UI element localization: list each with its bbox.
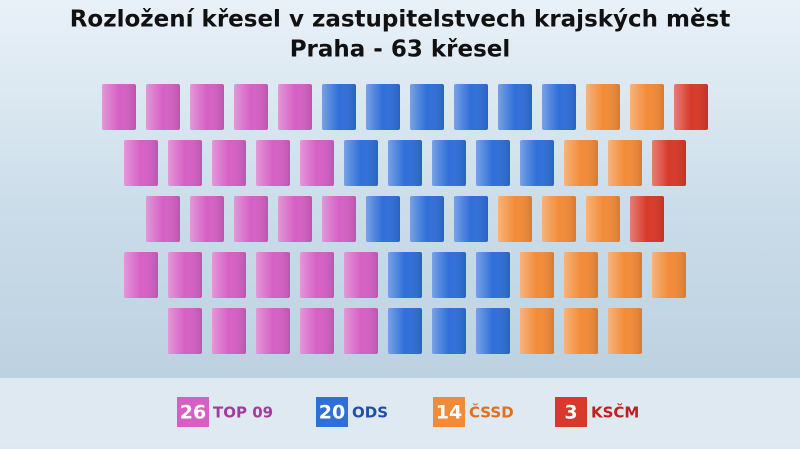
seat-shine [608, 140, 642, 186]
seat-shine [256, 308, 290, 354]
legend-swatch [433, 397, 465, 427]
legend-label: ODS [352, 404, 388, 422]
legend-swatch [316, 397, 348, 427]
seat-shine [278, 84, 312, 130]
seat-shine [586, 84, 620, 130]
seat-shine [256, 252, 290, 298]
seat-shine [300, 140, 334, 186]
seat-shine [256, 140, 290, 186]
seat-shine [366, 84, 400, 130]
seat-shine [542, 84, 576, 130]
seat-shine [586, 196, 620, 242]
seat-shine [432, 252, 466, 298]
seat-shine [322, 84, 356, 130]
seat-shine [454, 84, 488, 130]
seat-shine [608, 308, 642, 354]
seat-shine [212, 140, 246, 186]
seat-shine [410, 84, 444, 130]
seat-shine [674, 84, 708, 130]
seat-shine [300, 308, 334, 354]
seat-shine [564, 140, 598, 186]
seat-shine [344, 308, 378, 354]
seat-shine [300, 252, 334, 298]
seat-shine [322, 196, 356, 242]
legend-count: 26 [180, 402, 206, 424]
seat-shine [124, 252, 158, 298]
seat-shine [410, 196, 444, 242]
legend-label: TOP 09 [213, 404, 273, 422]
chart-subtitle: Praha - 63 křesel [290, 37, 511, 63]
seat-shine [432, 308, 466, 354]
seat-shine [124, 140, 158, 186]
legend-count: 3 [564, 402, 577, 424]
seat-shine [454, 196, 488, 242]
legend-count: 14 [436, 402, 462, 424]
seat-shine [520, 252, 554, 298]
seat-shine [190, 84, 224, 130]
seat-shine [564, 308, 598, 354]
seat-shine [630, 196, 664, 242]
seat-shine [102, 84, 136, 130]
seat-shine [564, 252, 598, 298]
seat-shine [168, 140, 202, 186]
seat-shine [652, 252, 686, 298]
legend-swatch [177, 397, 209, 427]
seat-shine [212, 252, 246, 298]
seat-shine [344, 140, 378, 186]
seat-shine [476, 140, 510, 186]
seat-shine [652, 140, 686, 186]
seat-shine [608, 252, 642, 298]
seat-shine [168, 252, 202, 298]
seat-shine [498, 84, 532, 130]
seat-shine [388, 308, 422, 354]
legend-count: 20 [319, 402, 345, 424]
legend-swatch [555, 397, 587, 427]
seat-shine [542, 196, 576, 242]
legend-band [0, 378, 800, 449]
seat-shine [520, 308, 554, 354]
seat-shine [520, 140, 554, 186]
chart-title: Rozložení křesel v zastupitelstvech kraj… [70, 7, 731, 33]
legend-label: ČSSD [469, 403, 514, 422]
legend-label: KSČM [591, 403, 639, 422]
seat-shine [630, 84, 664, 130]
seat-shine [476, 252, 510, 298]
seat-shine [388, 252, 422, 298]
seat-shine [234, 196, 268, 242]
seat-shine [366, 196, 400, 242]
seat-shine [146, 196, 180, 242]
seat-shine [344, 252, 378, 298]
seat-shine [168, 308, 202, 354]
seat-shine [432, 140, 466, 186]
seat-shine [476, 308, 510, 354]
seat-shine [234, 84, 268, 130]
seat-shine [190, 196, 224, 242]
seat-shine [388, 140, 422, 186]
seat-shine [212, 308, 246, 354]
seat-shine [146, 84, 180, 130]
seat-shine [498, 196, 532, 242]
seat-shine [278, 196, 312, 242]
